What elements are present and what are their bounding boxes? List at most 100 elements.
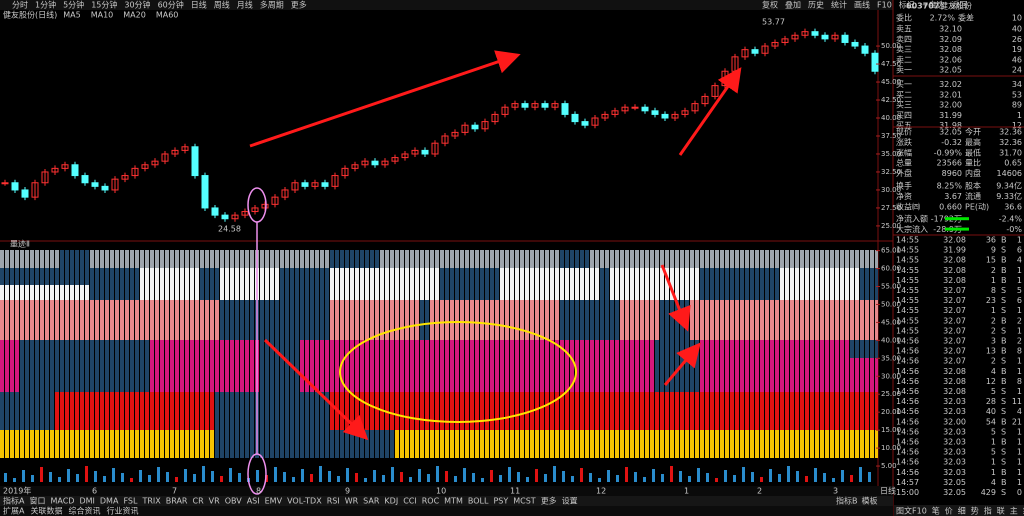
indicator-spike	[211, 471, 214, 482]
candle	[41, 171, 49, 184]
candle	[321, 182, 329, 187]
side-tab[interactable]: 图文F10	[896, 506, 927, 516]
toolbar-button[interactable]: 叠加	[785, 0, 801, 10]
bottom-tab[interactable]: 关联数据	[30, 506, 62, 516]
indicator-tab[interactable]: BOLL	[468, 497, 489, 506]
indicator-tab[interactable]: TRIX	[141, 497, 161, 506]
indicator-tab[interactable]: MCST	[513, 497, 536, 506]
indicator-tab[interactable]: ASI	[247, 497, 260, 506]
indicator-tab[interactable]: MTM	[444, 497, 463, 506]
y-tick-label: 50.00	[881, 300, 901, 308]
indicator-tab[interactable]: VR	[209, 497, 220, 506]
indicator-tab[interactable]: 模板	[862, 496, 878, 506]
period-tab[interactable]: 月线	[237, 0, 253, 10]
tick-volume: 2	[991, 266, 996, 275]
side-tab[interactable]: 势	[971, 506, 979, 516]
y-tick-label: 30.00	[881, 186, 901, 194]
tick-side: B	[1001, 236, 1007, 245]
candle	[201, 175, 209, 209]
side-tab[interactable]: 筹	[1023, 506, 1024, 516]
tick-side: B	[1001, 316, 1007, 325]
period-tab[interactable]: 1分钟	[35, 0, 56, 10]
tick-time: 14:55	[896, 256, 919, 265]
indicator-spike	[499, 475, 502, 482]
period-tab[interactable]: 周线	[214, 0, 230, 10]
book-label: 卖四	[896, 35, 912, 44]
period-tab[interactable]: 分时	[12, 0, 28, 10]
indicator-spike	[139, 470, 142, 482]
side-tab[interactable]: 联	[997, 507, 1005, 516]
tick-volume: 13	[986, 347, 996, 356]
toolbar-button[interactable]: 返回	[951, 1, 967, 10]
candle	[61, 164, 69, 169]
y-tick-label: 10.00	[881, 444, 901, 452]
tick-side: S	[1001, 448, 1006, 457]
indicator-tab[interactable]: CR	[193, 497, 205, 506]
indicator-tab[interactable]: VOL-TDX	[287, 497, 322, 506]
candle	[131, 167, 139, 177]
indicator-tab[interactable]: 窗口	[29, 496, 45, 506]
quote-value: -2.4%	[999, 215, 1023, 224]
indicator-tab[interactable]: PSY	[493, 497, 508, 506]
side-tab[interactable]: 主	[1010, 506, 1018, 516]
period-tab[interactable]: 5分钟	[63, 0, 84, 10]
indicator-tab[interactable]: BRAR	[166, 497, 188, 506]
toolbar-button[interactable]: 历史	[808, 0, 824, 10]
flow-bar	[945, 217, 969, 221]
period-tab[interactable]: 日线	[191, 0, 207, 10]
toolbar-button[interactable]: 复权	[762, 0, 778, 10]
indicator-tab[interactable]: 指标B	[836, 496, 858, 506]
indicator-tab[interactable]: DMA	[100, 497, 119, 506]
indicator-tab[interactable]: WR	[345, 497, 359, 506]
indicator-spike	[454, 476, 457, 482]
indicator-tab[interactable]: SAR	[363, 497, 380, 506]
indicator-tab[interactable]: 指标A	[3, 496, 25, 506]
period-tab[interactable]: 60分钟	[158, 0, 184, 10]
tick-price: 32.07	[943, 326, 966, 335]
indicator-band	[620, 300, 660, 340]
indicator-tab[interactable]: EMV	[265, 497, 283, 506]
indicator-tab[interactable]: CCI	[403, 497, 417, 506]
period-tab[interactable]: 多周期	[260, 0, 284, 10]
indicator-tab[interactable]: DMI	[79, 497, 94, 506]
indicator-tab[interactable]: ROC	[422, 497, 440, 506]
indicator-tab[interactable]: KDJ	[384, 497, 398, 506]
quote-value: -0.99%	[934, 148, 963, 157]
indicator-tab[interactable]: 更多	[541, 496, 557, 506]
bottom-tab[interactable]: 扩展A	[3, 506, 25, 516]
tick-time: 14:56	[896, 427, 919, 436]
candle	[411, 149, 419, 155]
toolbar-button[interactable]: 统计	[831, 0, 847, 10]
bottom-tab[interactable]: 行业资讯	[106, 506, 138, 516]
period-tab[interactable]: 15分钟	[91, 0, 117, 10]
toolbar-button[interactable]: +自选	[922, 0, 945, 10]
toolbar-button[interactable]: 画线	[854, 0, 870, 10]
toolbar-button[interactable]: F10	[877, 1, 892, 10]
side-tab[interactable]: 笔	[932, 506, 940, 516]
tick-volume: 1	[991, 468, 996, 477]
arrow	[660, 264, 691, 332]
indicator-tab[interactable]: OBV	[225, 497, 243, 506]
period-tab[interactable]: 更多	[291, 0, 307, 10]
quote-label: 总量	[896, 158, 912, 168]
indicator-spike	[22, 470, 25, 482]
ma-label: MA20	[123, 11, 146, 20]
candle	[281, 189, 289, 198]
tick-volume: 40	[986, 407, 996, 416]
side-tab[interactable]: 指	[984, 506, 992, 516]
candle	[311, 182, 319, 187]
indicator-tab[interactable]: FSL	[123, 497, 138, 506]
indicator-band	[330, 300, 420, 340]
bottom-tab[interactable]: 综合资讯	[68, 506, 100, 516]
indicator-tab[interactable]: 设置	[562, 496, 578, 506]
quote-label: 最低	[965, 147, 981, 157]
period-tab[interactable]: 30分钟	[124, 0, 150, 10]
side-tab[interactable]: 价	[945, 507, 953, 516]
indicator-tab[interactable]: RSI	[327, 497, 340, 506]
tick-time: 14:56	[896, 458, 919, 467]
tick-count: 1	[1017, 387, 1022, 396]
side-tab[interactable]: 细	[958, 506, 966, 516]
indicator-tab[interactable]: MACD	[50, 497, 74, 506]
toolbar-button[interactable]: 标记	[899, 0, 915, 10]
tick-count: 21	[1012, 417, 1022, 426]
